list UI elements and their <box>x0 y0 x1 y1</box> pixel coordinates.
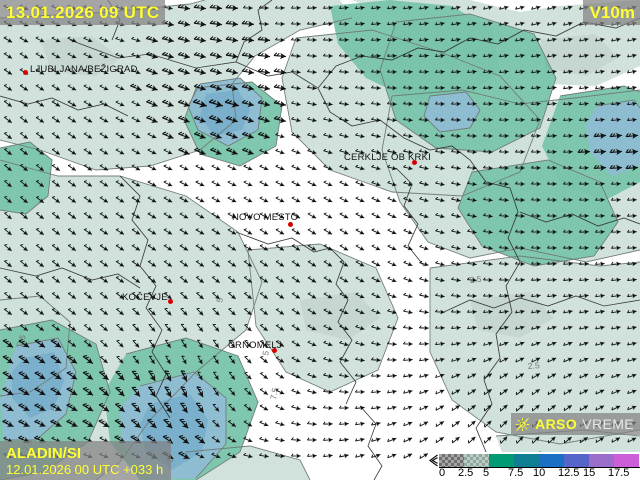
station-name-label: NOVO MESTO <box>232 212 299 223</box>
station-dot-icon <box>168 299 173 304</box>
logo-brand-text: ARSO <box>535 416 578 432</box>
svg-text:5: 5 <box>260 349 271 356</box>
valid-time-text: 13.01.2026 09 UTC <box>6 2 160 22</box>
model-name-text: ALADIN/SI <box>6 444 81 462</box>
colorbar-tick-label: 15 <box>583 467 596 479</box>
colorbar-swatch <box>464 454 489 467</box>
svg-text:5: 5 <box>48 405 59 413</box>
station-dot-icon <box>272 348 277 353</box>
colorbar-tick-labels: 0 2.5 5 7.5 10 12.5 15 17.5 <box>428 467 640 480</box>
station-name-label: LJUBLJANA/BEŽIGRAD <box>30 64 138 75</box>
arso-vreme-logo[interactable]: ARSO VREME <box>511 413 640 435</box>
station-dot-icon <box>288 222 293 227</box>
colorbar-swatches <box>439 454 639 467</box>
colorbar-swatch <box>489 454 514 467</box>
model-run-text: 12.01.2026 00 UTC +033 h <box>6 461 164 477</box>
model-info-banner: ALADIN/SI 12.01.2026 00 UTC +033 h <box>0 441 172 480</box>
station-name-label: KOČEVJE <box>122 292 168 303</box>
sun-icon <box>515 417 530 431</box>
colorbar-axis-line <box>439 467 640 468</box>
logo-suffix-text: VREME <box>582 416 634 432</box>
colorbar-swatch <box>564 454 589 467</box>
colorbar-tick-label: 7.5 <box>508 467 524 479</box>
valid-time-banner: 13.01.2026 09 UTC <box>0 0 166 25</box>
terrain-shading <box>40 34 618 340</box>
station-name-label: ČRNOMELJ <box>228 340 282 351</box>
svg-text:7.5: 7.5 <box>268 387 280 401</box>
station-name-label: CERKLJE OB KRKI <box>344 152 431 163</box>
colorbar-swatch <box>439 454 464 467</box>
colorbar-swatch <box>589 454 614 467</box>
svg-text:2.5: 2.5 <box>469 274 482 285</box>
svg-text:2.5: 2.5 <box>527 360 540 371</box>
colorbar-swatch <box>614 454 639 467</box>
station-dot-icon <box>23 70 28 75</box>
colorbar-tick-label: 0 <box>439 467 446 479</box>
parameter-banner: V10m <box>582 0 640 25</box>
colorbar-tick-label: 17.5 <box>608 467 630 479</box>
station-dot-icon <box>412 160 417 165</box>
svg-text:5: 5 <box>214 296 225 303</box>
colorbar-swatch <box>539 454 564 467</box>
colorbar-swatch <box>514 454 539 467</box>
colorbar-tick-label: 10 <box>533 467 546 479</box>
colorbar[interactable]: 0 2.5 5 7.5 10 12.5 15 17.5 <box>428 452 640 480</box>
parameter-text: V10m <box>589 2 635 22</box>
colorbar-tick-label: 5 <box>483 467 490 479</box>
colorbar-tick-label: 2.5 <box>458 467 474 479</box>
colorbar-tick-label: 12.5 <box>558 467 580 479</box>
colorbar-low-arrow-icon <box>428 454 438 467</box>
